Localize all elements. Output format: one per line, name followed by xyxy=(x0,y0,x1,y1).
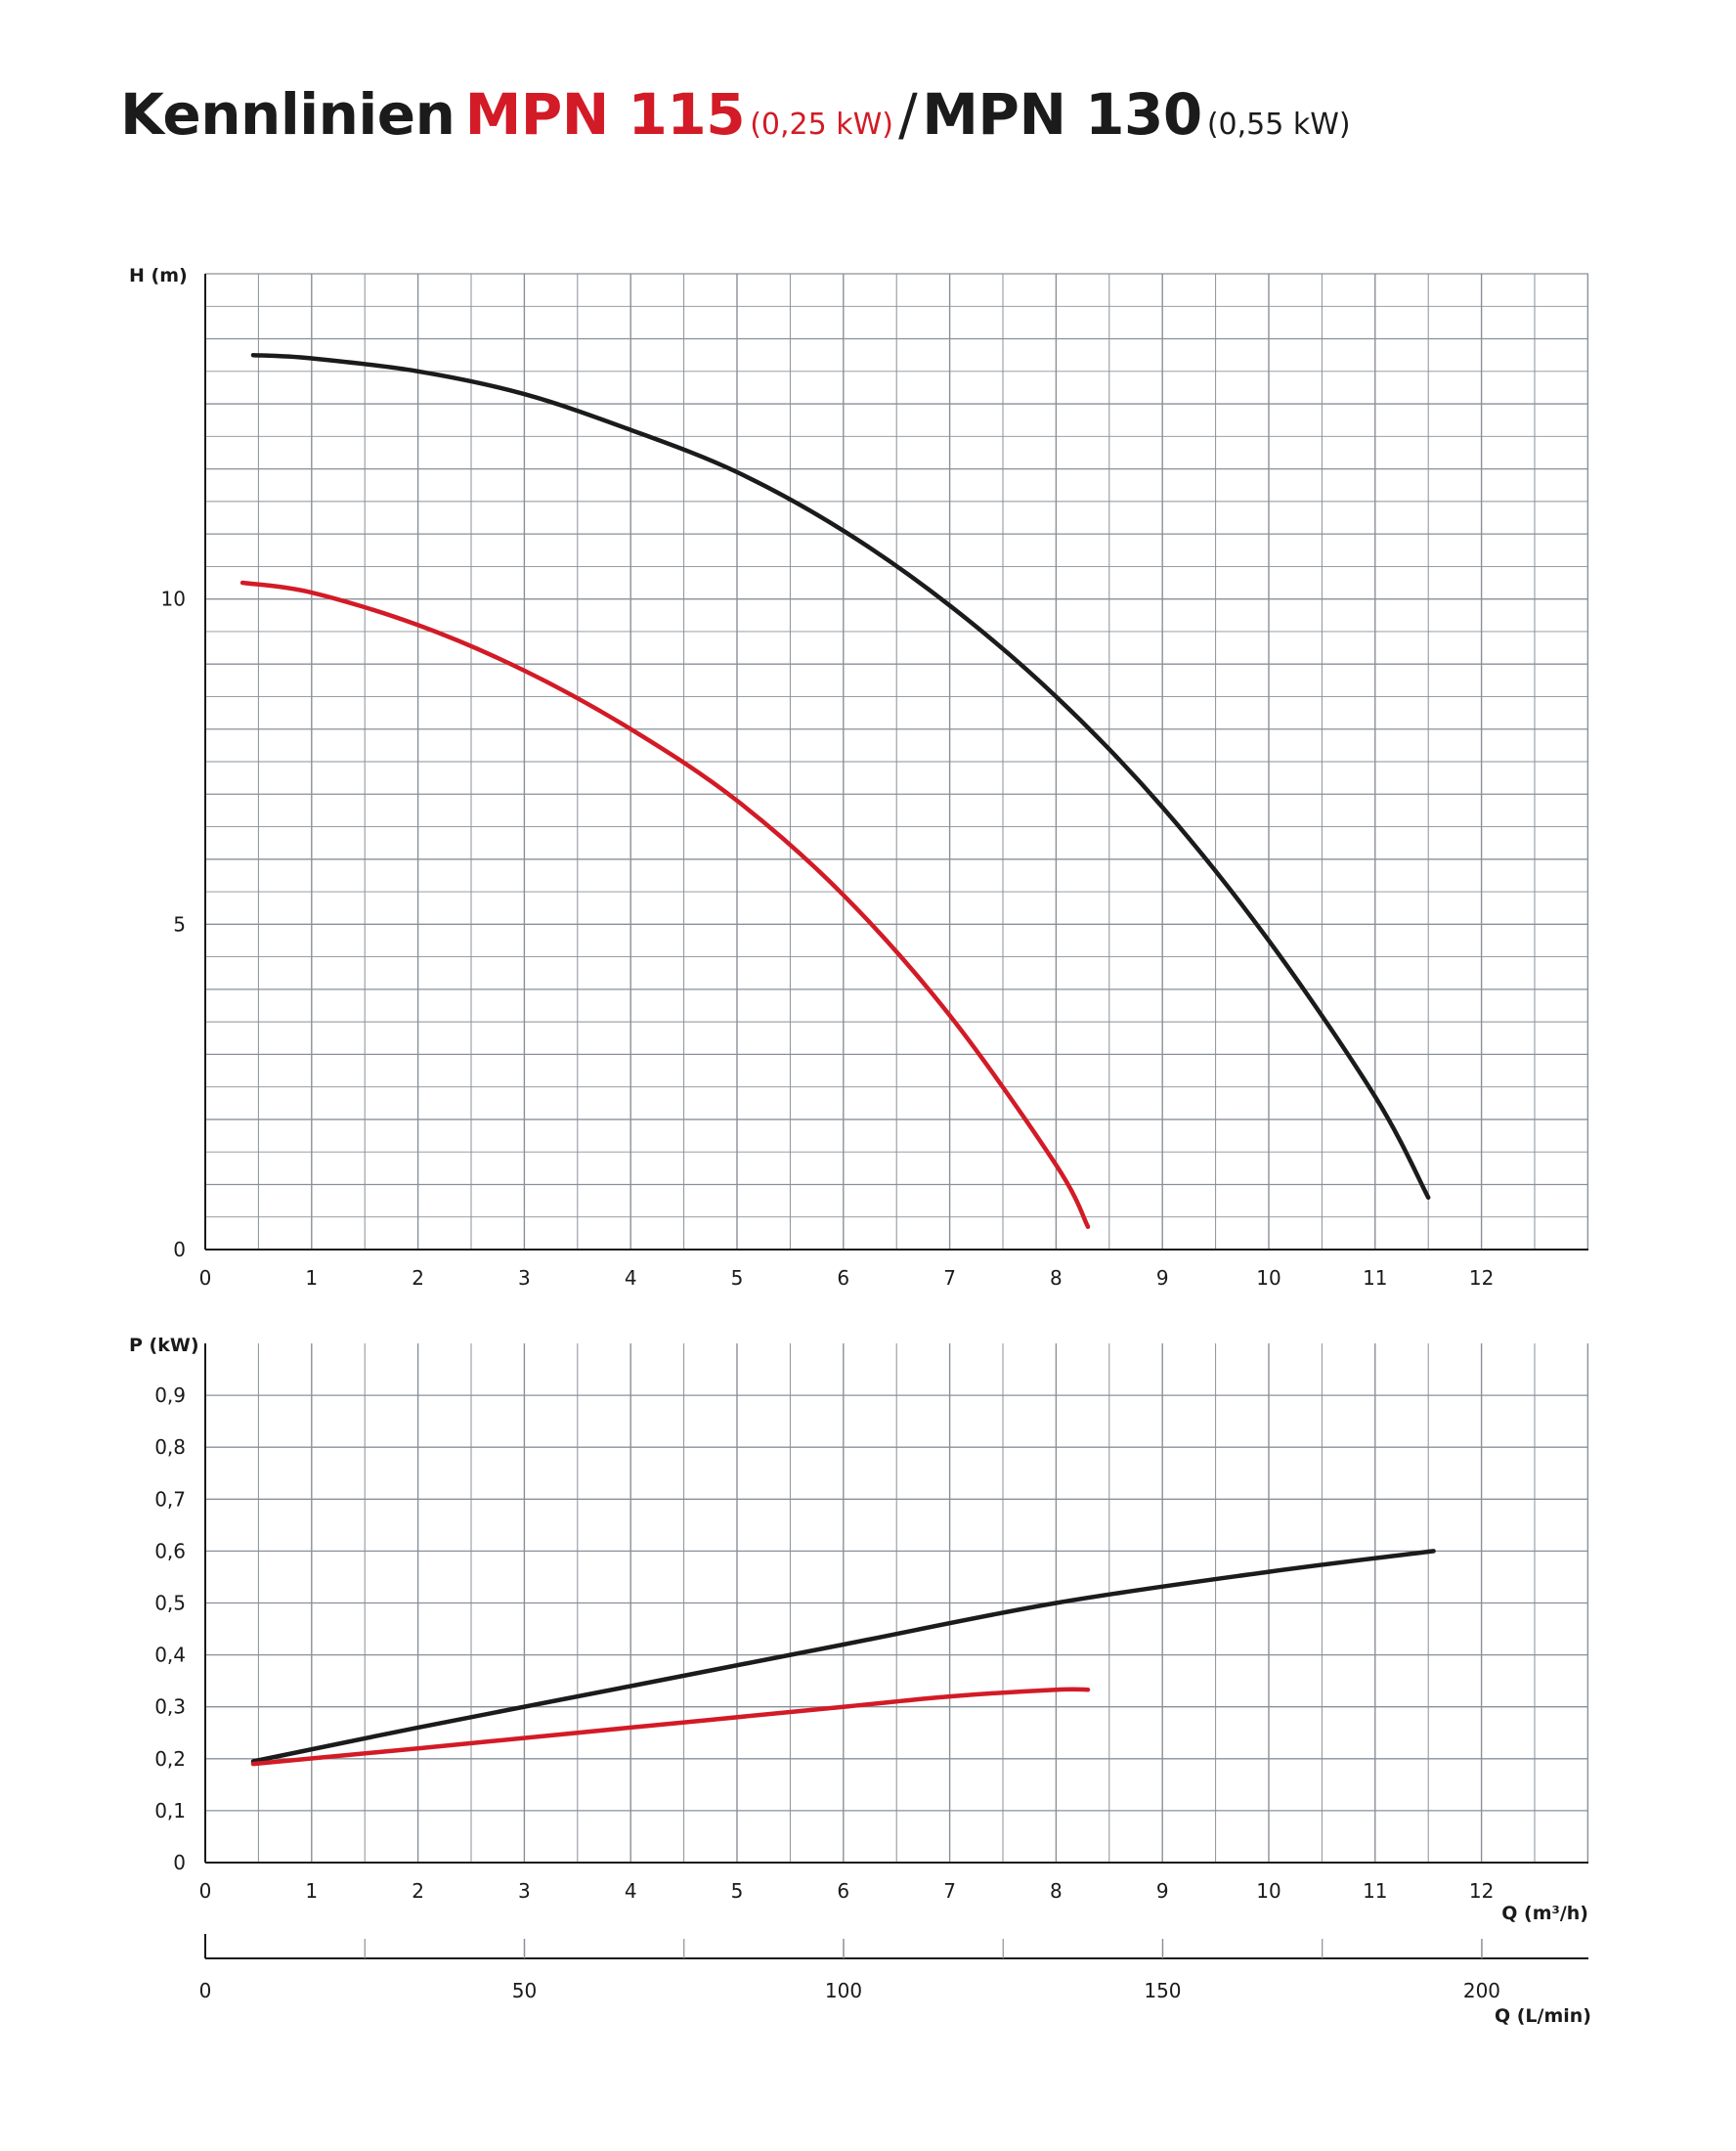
title-model-mpn130: MPN 130 xyxy=(922,81,1202,148)
head-y-axis-label: H (m) xyxy=(129,265,188,286)
power-y-axis-label: P (kW) xyxy=(129,1335,199,1356)
title-power-mpn130: (0,55 kW) xyxy=(1206,108,1351,142)
head-y-tick-label: 10 xyxy=(161,588,186,611)
head-x-tick-label: 2 xyxy=(412,1266,424,1290)
head-x-tick-label: 11 xyxy=(1363,1266,1387,1290)
power-x-tick-label: 7 xyxy=(943,1879,956,1903)
power-y-tick-label: 0,9 xyxy=(154,1383,186,1407)
title-prefix: Kennlinien xyxy=(120,81,456,148)
power-x-tick-label: 1 xyxy=(305,1879,318,1903)
power-y-tick-label: 0,2 xyxy=(154,1747,186,1771)
head-x-tick-label: 10 xyxy=(1256,1266,1280,1290)
head-y-tick-label: 0 xyxy=(173,1238,186,1261)
power-y-tick-label: 0,3 xyxy=(154,1695,186,1719)
flow-scale-tick-label: 50 xyxy=(512,1979,537,2002)
flow-scale-tick-label: 150 xyxy=(1144,1979,1181,2002)
head-curve-mpn130 xyxy=(250,352,1431,1201)
power-x-tick-label: 10 xyxy=(1256,1879,1280,1903)
power-x-tick-label: 5 xyxy=(731,1879,744,1903)
title-power-mpn115: (0,25 kW) xyxy=(750,108,893,142)
power-y-tick-label: 0,7 xyxy=(154,1487,186,1511)
head-x-tick-label: 12 xyxy=(1469,1266,1494,1290)
power-y-tick-label: 0 xyxy=(173,1851,186,1874)
power-x-axis-label: Q (m³/h) xyxy=(1501,1903,1588,1924)
title-separator: / xyxy=(898,81,918,148)
power-x-tick-label: 12 xyxy=(1469,1879,1494,1903)
power-x-tick-label: 6 xyxy=(837,1879,849,1903)
flow-scale-label: Q (L/min) xyxy=(1495,2005,1591,2027)
power-y-tick-label: 0,1 xyxy=(154,1799,186,1822)
flow-scale-tick-label: 100 xyxy=(825,1979,862,2002)
head-x-tick-label: 8 xyxy=(1050,1266,1063,1290)
power-x-tick-label: 2 xyxy=(412,1879,424,1903)
power-x-tick-label: 3 xyxy=(518,1879,531,1903)
power-x-tick-label: 0 xyxy=(199,1879,212,1903)
power-x-tick-label: 9 xyxy=(1156,1879,1169,1903)
flow-scale-tick-label: 0 xyxy=(199,1979,212,2002)
power-y-tick-label: 0,8 xyxy=(154,1435,186,1459)
head-x-tick-label: 5 xyxy=(731,1266,744,1290)
power-x-tick-label: 8 xyxy=(1050,1879,1063,1903)
power-y-tick-label: 0,4 xyxy=(154,1644,186,1667)
head-x-tick-label: 7 xyxy=(943,1266,956,1290)
power-x-tick-label: 11 xyxy=(1363,1879,1387,1903)
flow-scale-tick-label: 200 xyxy=(1463,1979,1500,2002)
head-curve-mpn115 xyxy=(239,580,1091,1229)
title-model-mpn115: MPN 115 xyxy=(464,81,746,148)
power-x-tick-label: 4 xyxy=(625,1879,637,1903)
power-y-tick-label: 0,5 xyxy=(154,1592,186,1615)
head-x-tick-label: 4 xyxy=(625,1266,637,1290)
chart-title: Kennlinien MPN 115 (0,25 kW) / MPN 130 (… xyxy=(120,86,1351,143)
head-x-tick-label: 9 xyxy=(1156,1266,1169,1290)
power-curve-mpn130 xyxy=(250,1549,1436,1764)
power-curve-mpn115 xyxy=(250,1687,1091,1767)
head-x-tick-label: 3 xyxy=(518,1266,531,1290)
power-y-tick-label: 0,6 xyxy=(154,1539,186,1562)
head-x-tick-label: 0 xyxy=(199,1266,212,1290)
head-x-tick-label: 6 xyxy=(837,1266,849,1290)
head-x-tick-label: 1 xyxy=(305,1266,318,1290)
head-y-tick-label: 5 xyxy=(173,912,186,936)
